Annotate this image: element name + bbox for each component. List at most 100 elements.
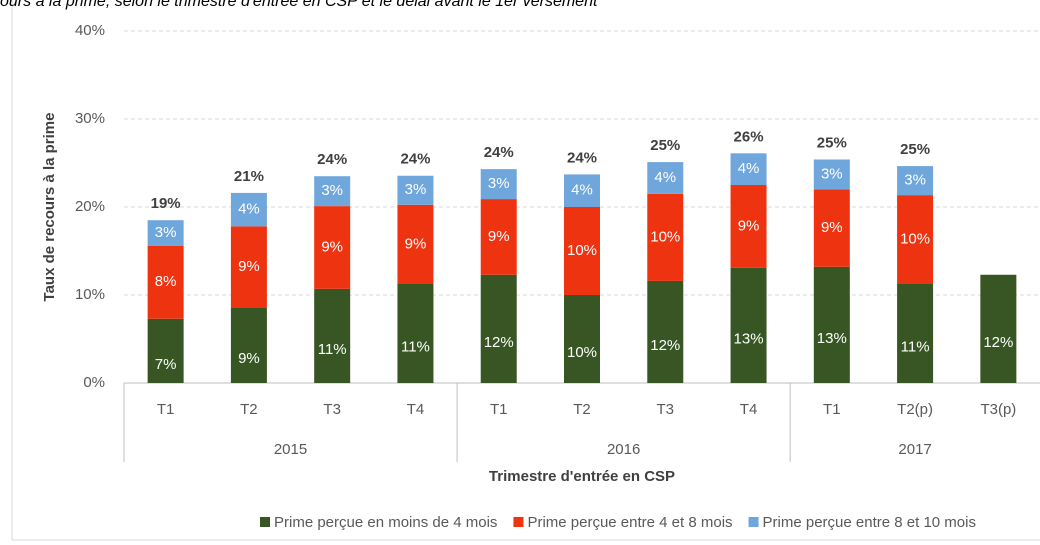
total-label: 19% [151,195,181,212]
value-label: 10% [567,344,597,361]
total-label: 25% [817,134,847,151]
bar-segment [813,189,850,267]
bar-segment [147,318,184,383]
bar-segment [647,162,684,194]
legend-swatch [260,517,270,527]
total-label: 25% [650,137,680,154]
total-label: 24% [484,144,514,161]
x-tick-label: T1 [490,401,508,418]
x-tick-label: T3 [657,401,675,418]
legend-swatch [748,517,759,527]
legend-label: Prime perçue entre 4 et 8 mois [527,514,732,531]
y-tick-label: 0% [83,374,105,391]
total-label: 25% [900,141,930,158]
value-label: 3% [321,182,343,199]
value-label: 9% [238,258,260,275]
total-label: 21% [234,168,264,185]
bar-segment [147,220,184,246]
group-label: 2017 [898,441,931,458]
x-tick-label: T4 [740,401,758,418]
y-axis-title: Taux de recours à la prime [41,113,58,302]
group-label: 2015 [274,441,307,458]
bar-segment [564,295,600,383]
value-label: 13% [817,330,847,347]
bar-segment [480,199,517,275]
value-label: 10% [900,231,930,248]
bar-segment [147,245,184,319]
legend-label: Prime perçue entre 8 et 10 mois [763,514,976,531]
x-tick-label: T4 [407,401,425,418]
y-tick-label: 10% [75,286,105,303]
bar-segment [897,166,934,196]
bar-segment [480,169,517,200]
value-label: 11% [901,338,930,355]
chart-frame [11,0,1040,541]
bar-segment [314,206,351,289]
value-label: 3% [405,181,427,198]
bar-segment [397,204,434,284]
legend-swatch [513,517,524,527]
value-label: 9% [238,350,260,367]
bar-segment [897,284,934,383]
x-tick-label: T2(p) [897,401,933,418]
value-label: 4% [654,169,676,186]
value-label: 4% [238,201,260,218]
y-tick-label: 40% [75,22,105,39]
value-label: 7% [155,356,177,373]
chart-title: ours à la prime, selon le trimestre d'en… [0,0,598,10]
value-label: 3% [488,175,510,192]
bar-segment [980,274,1017,383]
value-label: 4% [738,160,760,177]
value-label: 9% [738,217,760,234]
x-tick-label: T1 [157,401,175,418]
value-label: 10% [650,228,680,245]
value-label: 4% [571,182,593,199]
value-label: 11% [318,341,347,358]
bar-segment [730,153,767,185]
bar-segment [480,274,517,383]
value-label: 11% [401,338,430,355]
total-label: 24% [317,151,347,168]
value-label: 12% [983,334,1013,351]
bar-segment [230,307,267,383]
bar-segment [564,174,600,207]
value-label: 3% [821,165,843,182]
value-label: 12% [650,337,680,354]
total-label: 24% [567,149,597,166]
value-label: 9% [405,235,427,252]
bar-segment [647,193,684,281]
value-label: 9% [488,228,510,245]
bar-segment [813,159,850,190]
x-tick-label: T2 [240,401,258,418]
legend-label: Prime perçue en moins de 4 mois [274,514,497,531]
x-axis-title: Trimestre d'entrée en CSP [489,468,675,485]
bar-segment [230,226,267,308]
bar-segment [230,192,267,227]
value-label: 3% [155,224,177,241]
total-label: 24% [400,151,430,168]
value-label: 9% [821,219,843,236]
value-label: 10% [567,242,597,259]
total-label: 26% [734,128,764,145]
bar-segment [314,176,351,207]
value-label: 3% [904,172,926,189]
value-label: 12% [484,334,514,351]
value-label: 13% [734,330,764,347]
bar-segment [397,284,434,383]
group-label: 2016 [607,441,640,458]
bar-segment [730,185,767,268]
y-tick-label: 30% [75,110,105,127]
value-label: 9% [321,238,343,255]
x-tick-label: T3 [323,401,341,418]
bar-segment [897,195,934,284]
bar-segment [647,280,684,383]
bar-segment [314,288,351,383]
bar-segment [730,267,767,383]
bar-segment [397,175,434,205]
bar-segment [564,207,600,295]
y-tick-label: 20% [75,198,105,215]
x-tick-label: T1 [823,401,841,418]
value-label: 8% [155,273,177,290]
x-tick-label: T3(p) [980,401,1016,418]
